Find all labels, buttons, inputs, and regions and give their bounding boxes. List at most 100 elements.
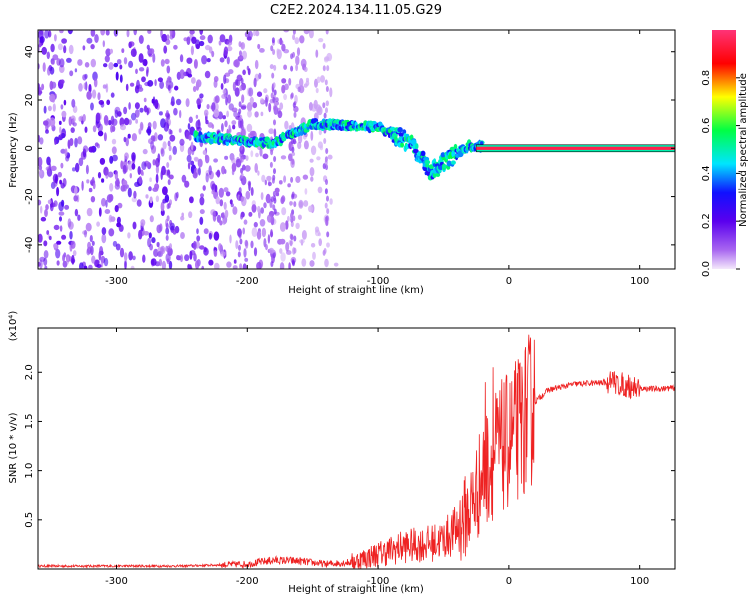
spectrogram-noise-cell [275, 192, 280, 197]
spectrogram-noise-cell [151, 98, 155, 104]
spectrogram-noise-cell [308, 30, 314, 39]
spectrogram-noise-cell [211, 190, 215, 195]
spectrogram-noise-cell [223, 201, 227, 210]
spectrogram-noise-cell [316, 76, 321, 84]
spectrogram-noise-cell [245, 190, 251, 200]
snr-x-tick-label: 0 [506, 576, 512, 587]
spectrogram-noise-cell [126, 30, 130, 38]
spectrogram-noise-cell [291, 193, 295, 200]
spectrogram-noise-cell [57, 171, 62, 178]
spectrogram-data [38, 30, 675, 269]
spectrogram-noise-cell [196, 98, 201, 106]
spectrogram-noise-cell [272, 49, 276, 55]
spectrogram-noise-cell [108, 62, 114, 70]
spectrogram-noise-cell [159, 80, 165, 89]
colorbar-label: Normalized spectral amplitude [738, 73, 749, 227]
spectrogram-noise-cell [79, 262, 84, 269]
spectrogram-noise-cell [150, 140, 155, 150]
spectrogram-noise-cell [325, 179, 328, 185]
spectrogram-noise-cell [180, 215, 185, 221]
spectrogram-noise-cell [162, 141, 167, 150]
spectrogram-noise-cell [81, 180, 84, 191]
spectrogram-noise-cell [226, 56, 230, 65]
spectrogram-noise-cell [101, 233, 107, 244]
spectrogram-noise-cell [273, 195, 276, 201]
spectrogram-noise-cell [204, 70, 211, 79]
spectrogram-signal-cell [453, 143, 458, 150]
spectrogram-noise-cell [231, 120, 237, 126]
spectrogram-noise-cell [289, 233, 293, 240]
spectrogram-noise-cell [146, 69, 149, 77]
spectrogram-noise-cell [61, 234, 67, 240]
spectrogram-noise-cell [240, 124, 244, 131]
spectrogram-noise-cell [266, 175, 272, 181]
spectrogram-y-tick-label: 20 [24, 94, 35, 107]
spectrogram-noise-cell [270, 149, 274, 156]
spectrogram-noise-cell [190, 141, 194, 151]
spectrogram-noise-cell [110, 124, 114, 133]
spectrogram-noise-cell [78, 83, 83, 92]
spectrogram-noise-cell [72, 250, 77, 257]
spectrogram-noise-cell [43, 257, 48, 266]
spectrogram-noise-cell [201, 55, 208, 65]
spectrogram-signal-cell [410, 139, 417, 146]
spectrogram-noise-cell [127, 133, 131, 139]
spectrogram-noise-cell [38, 43, 42, 48]
spectrogram-noise-cell [127, 187, 132, 198]
snr-series-line [38, 334, 675, 569]
spectrogram-noise-cell [59, 225, 63, 232]
spectrogram-noise-cell [323, 248, 327, 254]
spectrogram-noise-cell [211, 102, 216, 112]
spectrogram-noise-cell [325, 148, 329, 154]
spectrogram-noise-cell [139, 107, 144, 113]
spectrogram-noise-cell [253, 77, 257, 88]
spectrogram-noise-cell [49, 117, 56, 128]
spectrogram-noise-cell [280, 252, 286, 262]
spectrogram-noise-cell [222, 219, 226, 226]
spectrogram-noise-cell [128, 251, 133, 261]
spectrogram-noise-cell [100, 30, 106, 36]
spectrogram-noise-cell [242, 164, 246, 171]
spectrogram-noise-cell [243, 219, 248, 225]
spectrogram-noise-cell [262, 153, 269, 160]
spectrogram-noise-cell [138, 229, 143, 240]
spectrogram-noise-cell [329, 87, 333, 98]
spectrogram-noise-cell [68, 116, 72, 126]
spectrogram-noise-cell [189, 30, 195, 35]
spectrogram-noise-cell [324, 79, 328, 86]
spectrogram-noise-cell [71, 254, 75, 265]
spectrogram-noise-cell [100, 101, 105, 108]
spectrogram-noise-cell [292, 34, 296, 41]
spectrogram-noise-cell [180, 232, 185, 239]
spectrogram-noise-cell [253, 30, 256, 37]
spectrogram-noise-cell [213, 249, 217, 257]
spectrogram-noise-cell [82, 145, 89, 153]
spectrogram-noise-cell [260, 192, 264, 201]
spectrogram-noise-cell [293, 111, 297, 118]
spectrogram-noise-cell [44, 30, 50, 39]
spectrogram-noise-cell [255, 152, 259, 158]
spectrogram-noise-cell [292, 30, 296, 35]
spectrogram-noise-cell [310, 130, 314, 141]
spectrogram-noise-cell [187, 162, 191, 170]
spectrogram-noise-cell [241, 94, 245, 104]
spectrogram-noise-cell [325, 220, 329, 227]
spectrogram-signal-cell [450, 160, 456, 165]
spectrogram-y-tick-label: -40 [24, 237, 35, 253]
spectrogram-noise-cell [92, 125, 97, 133]
spectrogram-noise-cell [312, 251, 316, 260]
spectrogram-noise-cell [288, 262, 291, 269]
snr-multiplier-label: (x10⁴) [8, 311, 19, 342]
spectrogram-noise-cell [49, 93, 56, 103]
spectrogram-noise-cell [135, 68, 138, 75]
spectrogram-noise-cell [270, 261, 274, 267]
spectrogram-noise-cell [163, 45, 168, 54]
snr-y-tick-label: 1.0 [24, 463, 35, 479]
spectrogram-noise-cell [45, 204, 49, 211]
spectrogram-noise-cell [192, 171, 198, 179]
spectrogram-noise-cell [151, 237, 156, 244]
spectrogram-noise-cell [239, 238, 243, 245]
spectrogram-noise-cell [95, 112, 101, 122]
spectrogram-noise-cell [135, 119, 139, 124]
spectrogram-noise-cell [38, 233, 43, 243]
